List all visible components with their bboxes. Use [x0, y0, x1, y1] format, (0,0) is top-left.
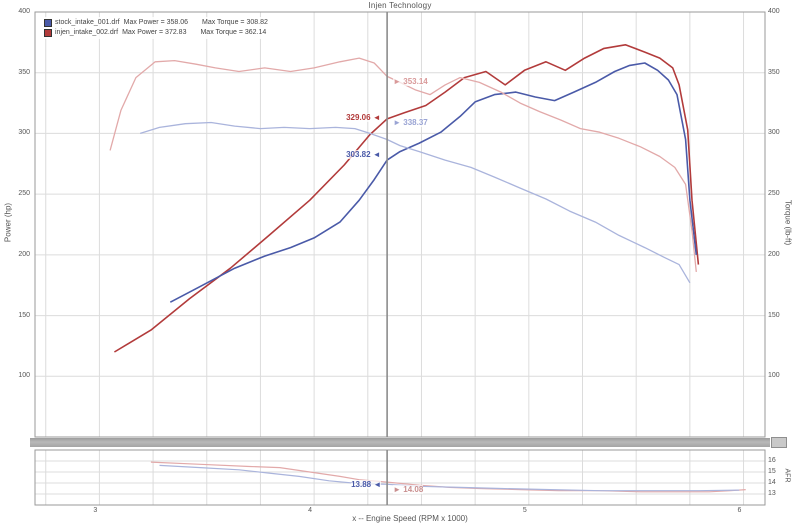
y-axis-title-power: Power (hp) [3, 202, 13, 243]
cursor-readout-13-88: 13.88 ◄ [351, 480, 382, 489]
torque-axis-tick: 100 [768, 372, 780, 380]
cursor-readout-14-08: ► 14.08 [393, 485, 424, 494]
injen-max-torque: Max Torque = 362.14 [200, 29, 267, 36]
torque-axis-tick: 200 [768, 250, 780, 258]
power-axis-tick: 350 [18, 68, 30, 76]
page-title: Injen Technology [368, 1, 432, 10]
power-axis-tick: 150 [18, 311, 30, 319]
scrollbar-button[interactable] [771, 437, 787, 448]
legend-row-injen: injen_intake_002.drf Max Power = 372.83 … [44, 29, 268, 37]
injen-max-power: Max Power = 372.83 [122, 29, 187, 36]
afr-axis-tick: 13 [768, 490, 776, 497]
legend: stock_intake_001.drf Max Power = 358.06 … [41, 17, 271, 39]
stock-max-power: Max Power = 358.06 [123, 19, 189, 26]
x-axis-title: x -- Engine Speed (RPM x 1000) [352, 514, 468, 523]
plot-border [34, 11, 766, 438]
series-stock_torque [140, 121, 691, 284]
y-axis-title-torque: Torque (lb-ft) [783, 199, 793, 246]
cursor-readout-303-82: 303.82 ◄ [346, 150, 381, 159]
power-axis-tick: 400 [18, 8, 30, 15]
injen-run-name: injen_intake_002.drf [55, 29, 119, 36]
stock-run-name: stock_intake_001.drf [55, 19, 120, 26]
injen-run-swatch-icon [44, 29, 52, 37]
power-axis-tick: 200 [18, 250, 30, 258]
torque-axis-tick: 150 [768, 311, 780, 319]
rpm-axis-tick: 5 [522, 507, 527, 514]
series-stock_afr [159, 464, 740, 492]
torque-axis-tick: 300 [768, 129, 780, 137]
torque-axis-tick: 250 [768, 190, 780, 198]
stock-max-torque: Max Torque = 308.82 [202, 19, 268, 26]
series-injen_power [113, 43, 700, 353]
chart-divider-scrollbar[interactable] [30, 438, 770, 447]
plot-border [34, 449, 766, 506]
legend-row-stock: stock_intake_001.drf Max Power = 358.06 … [44, 19, 268, 27]
rpm-axis-tick: 6 [737, 507, 742, 514]
afr-axis-tick: 15 [768, 468, 776, 475]
power-axis-tick: 100 [18, 372, 30, 380]
cursor-readout-353-14: ► 353.14 [393, 77, 428, 86]
power-axis-tick: 300 [18, 129, 30, 137]
torque-axis-tick: 400 [768, 8, 780, 15]
cursor-readout-338-37: ► 338.37 [393, 118, 428, 127]
series-injen_torque [109, 57, 697, 272]
afr-axis-tick: 16 [768, 457, 776, 464]
torque-axis-tick: 350 [768, 68, 780, 76]
afr-axis-tick: 14 [768, 479, 776, 486]
cursor-readout-329-06: 329.06 ◄ [346, 113, 381, 122]
rpm-axis-tick: 4 [308, 507, 313, 514]
rpm-axis-tick: 3 [93, 507, 98, 514]
series-stock_power [169, 62, 698, 303]
stock-run-swatch-icon [44, 19, 52, 27]
power-axis-tick: 250 [18, 190, 30, 198]
